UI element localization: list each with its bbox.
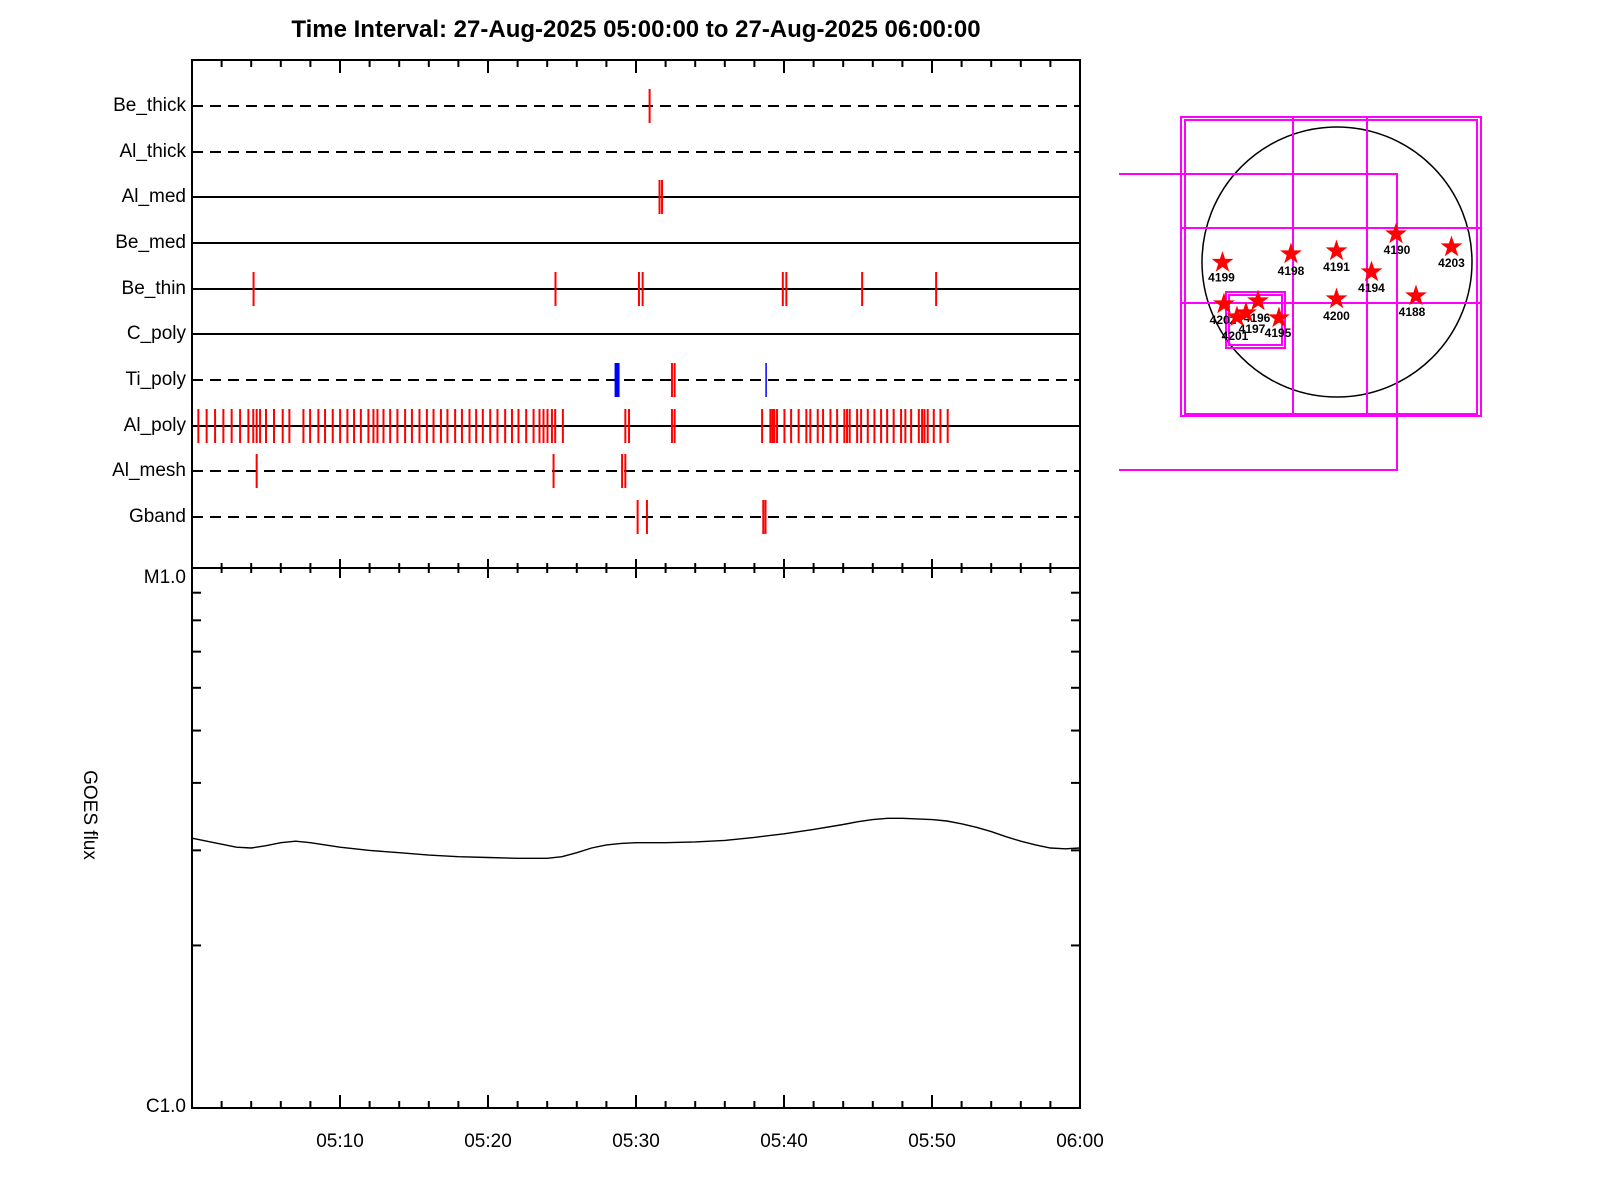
x-tick-label-0510: 05:10 [316, 1131, 364, 1152]
region-star-4202 [1213, 292, 1235, 314]
row-label-gband: Gband [128, 506, 186, 527]
fov-outer-square [1180, 116, 1482, 417]
row-label-al-med: Al_med [121, 186, 186, 207]
region-star-4190 [1385, 222, 1407, 244]
x-tick-label-0540: 05:40 [760, 1131, 808, 1152]
goes-ymax-label: M1.0 [143, 567, 186, 588]
region-label-4200: 4200 [1323, 309, 1350, 323]
region-label-4190: 4190 [1384, 243, 1411, 257]
region-label-4198: 4198 [1278, 264, 1305, 278]
region-star-4188 [1405, 284, 1427, 306]
region-label-4203: 4203 [1438, 256, 1465, 270]
region-label-4191: 4191 [1323, 260, 1350, 274]
region-label-4201: 4201 [1222, 329, 1249, 343]
region-star-4191 [1325, 239, 1348, 261]
region-star-4196 [1247, 289, 1269, 311]
row-label-be-thick: Be_thick [113, 95, 186, 116]
region-label-4195: 4195 [1265, 326, 1292, 340]
x-tick-label-0600: 06:00 [1056, 1131, 1104, 1152]
region-star-4195 [1268, 306, 1290, 328]
region-label-4196: 4196 [1244, 311, 1271, 325]
region-star-4197 [1235, 301, 1257, 323]
goes-ymin-label: C1.0 [145, 1096, 186, 1117]
x-tick-label-0550: 05:50 [908, 1131, 956, 1152]
x-tick-label-0530: 05:30 [612, 1131, 660, 1152]
region-label-4194: 4194 [1358, 281, 1385, 295]
row-label-al-mesh: Al_mesh [112, 460, 186, 481]
region-star-4198 [1280, 242, 1302, 264]
timeline-frame [191, 59, 1081, 569]
goes-frame [191, 567, 1081, 1109]
goes-axis-title: GOES flux [79, 770, 100, 860]
region-label-4188: 4188 [1399, 305, 1426, 319]
region-star-4201 [1226, 305, 1248, 327]
goes-curve [191, 817, 1081, 859]
region-label-4199: 4199 [1208, 271, 1235, 285]
active-regions: 4199 4198 4191 4190 4203 4194 4188 4200 4202 4196… [1208, 222, 1465, 343]
fov-outer-square [1184, 119, 1478, 415]
region-star-4200 [1325, 287, 1348, 309]
region-star-4203 [1440, 235, 1463, 257]
row-label-ti-poly: Ti_poly [125, 369, 186, 390]
row-label-be-med: Be_med [115, 232, 186, 253]
fov-boxes [1119, 116, 1482, 471]
row-label-al-thick: Al_thick [119, 141, 186, 162]
region-label-4202: 4202 [1210, 313, 1237, 327]
fov-small-square [1225, 291, 1286, 349]
page-title: Time Interval: 27-Aug-2025 05:00:00 to 2… [291, 16, 981, 43]
solar-disk [1201, 126, 1473, 398]
region-label-4197: 4197 [1239, 322, 1266, 336]
region-star-4199 [1211, 251, 1234, 272]
row-label-al-poly: Al_poly [123, 415, 186, 436]
fov-open-rect [1119, 173, 1398, 471]
row-label-be-thin: Be_thin [121, 278, 186, 299]
region-star-4194 [1360, 260, 1383, 282]
x-tick-label-0520: 05:20 [464, 1131, 512, 1152]
row-label-c-poly: C_poly [126, 323, 186, 344]
